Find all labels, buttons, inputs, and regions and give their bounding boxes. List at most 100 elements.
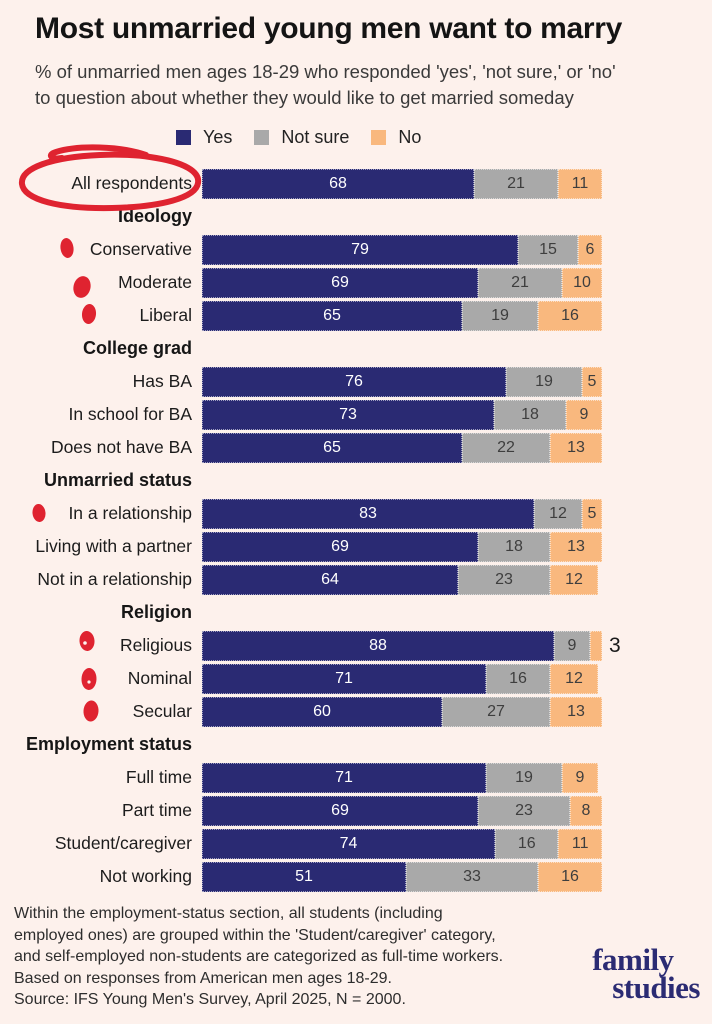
- stacked-bar-chart: All respondents 68 21 11 Ideology Conservativ…: [0, 167, 712, 893]
- bar-segment-not-sure: 15: [518, 234, 578, 265]
- bar-segment-not-sure: 22: [462, 432, 550, 463]
- bar-segment-yes: 83: [202, 498, 534, 529]
- bar-row: Has BA 76 19 5: [0, 365, 712, 398]
- stacked-bar: 74 16 11: [202, 828, 602, 859]
- legend-swatch-icon: [254, 130, 270, 145]
- bar-row-label: In school for BA: [68, 404, 192, 424]
- bar-segment-not-sure: 33: [406, 861, 538, 892]
- bar-segment-no: 12: [550, 564, 598, 595]
- bar-segment-no: 9: [566, 399, 602, 430]
- footnote-line: employed ones) are grouped within the 'S…: [14, 926, 496, 944]
- section-header: College grad: [0, 332, 712, 365]
- bar-row: Living with a partner 69 18 13: [0, 530, 712, 563]
- bar-row-label: Moderate: [118, 272, 192, 292]
- chart-subtitle-line: % of unmarried men ages 18-29 who respon…: [35, 61, 616, 82]
- section-header-label: College grad: [82, 338, 192, 358]
- bar-segment-yes: 68: [202, 168, 474, 199]
- bar-segment-not-sure: 23: [458, 564, 550, 595]
- legend-swatch-icon: [176, 130, 191, 145]
- bar-segment-yes: 71: [202, 663, 486, 694]
- bar-segment-not-sure: 21: [478, 267, 562, 298]
- bar-segment-not-sure: 19: [486, 762, 562, 793]
- bar-segment-no: 6: [578, 234, 602, 265]
- chart-title: Most unmarried young men want to marry: [35, 12, 623, 45]
- bar-row: Student/caregiver 74 16 11: [0, 827, 712, 860]
- bar-row-label: Secular: [132, 701, 192, 721]
- bar-segment-not-sure: 21: [474, 168, 558, 199]
- bar-segment-yes: 88: [202, 630, 554, 661]
- bar-segment-not-sure: 12: [534, 498, 582, 529]
- bar-segment-not-sure: 27: [442, 696, 550, 727]
- bar-segment-no: 9: [562, 762, 598, 793]
- logo-word-family: family: [592, 942, 674, 977]
- bar-row-label: Full time: [125, 767, 192, 787]
- bar-row-label: Living with a partner: [35, 536, 192, 556]
- bar-row: Nominal 71 16 12: [0, 662, 712, 695]
- bar-row: Conservative 79 15 6: [0, 233, 712, 266]
- legend: Yes Not sure No: [176, 127, 421, 148]
- footnote-line: Source: IFS Young Men's Survey, April 20…: [14, 991, 406, 1008]
- footnote: Within the employment-status section, al…: [14, 903, 503, 1011]
- bar-segment-not-sure: 18: [478, 531, 550, 562]
- bar-row: Religious 88 9 3: [0, 629, 712, 662]
- section-header: Ideology: [0, 200, 712, 233]
- legend-label: No: [398, 127, 422, 147]
- bar-row: In school for BA 73 18 9: [0, 398, 712, 431]
- bar-segment-not-sure: 19: [462, 300, 538, 331]
- chart-subtitle: % of unmarried men ages 18-29 who respon…: [35, 59, 616, 111]
- family-studies-logo: family studies: [592, 942, 700, 1005]
- bar-row-label: Nominal: [127, 668, 192, 688]
- stacked-bar: 51 33 16: [202, 861, 602, 892]
- bar-segment-no: 13: [550, 531, 602, 562]
- stacked-bar: 65 22 13: [202, 432, 602, 463]
- stacked-bar: 68 21 11: [202, 168, 602, 199]
- stacked-bar: 69 21 10: [202, 267, 602, 298]
- stacked-bar: 69 23 8: [202, 795, 602, 826]
- bar-row-label: Liberal: [139, 305, 192, 325]
- bar-row-label: Not working: [99, 866, 192, 886]
- bar-segment-no: 16: [538, 861, 602, 892]
- bar-segment-yes: 60: [202, 696, 442, 727]
- bar-row-label: Does not have BA: [50, 437, 192, 457]
- stacked-bar: 73 18 9: [202, 399, 602, 430]
- bar-segment-not-sure: 19: [506, 366, 582, 397]
- section-header-label: Ideology: [117, 206, 192, 226]
- stacked-bar: 60 27 13: [202, 696, 602, 727]
- bar-row: Moderate 69 21 10: [0, 266, 712, 299]
- bar-row-label: All respondents: [71, 173, 192, 193]
- bar-row: Not in a relationship 64 23 12: [0, 563, 712, 596]
- bar-segment-no: 12: [550, 663, 598, 694]
- stacked-bar: 65 19 16: [202, 300, 602, 331]
- bar-segment-no: 16: [538, 300, 602, 331]
- bar-segment-no: 11: [558, 168, 602, 199]
- bar-segment-yes: 69: [202, 531, 478, 562]
- bar-row-label: Part time: [121, 800, 192, 820]
- footnote-line: Within the employment-status section, al…: [14, 905, 443, 922]
- red-circle-annotation-squiggle: [47, 144, 149, 162]
- legend-label: Yes: [203, 127, 233, 147]
- logo-word-studies: studies: [612, 970, 700, 1005]
- bar-segment-no: 5: [582, 498, 602, 529]
- chart-subtitle-line: to question about whether they would lik…: [35, 87, 574, 108]
- bar-value-outside-label: 3: [609, 633, 621, 657]
- bar-row: Full time 71 19 9: [0, 761, 712, 794]
- bar-segment-yes: 76: [202, 366, 506, 397]
- legend-label: Not sure: [281, 127, 350, 147]
- bar-segment-yes: 65: [202, 432, 462, 463]
- bar-row: Liberal 65 19 16: [0, 299, 712, 332]
- footnote-line: and self-employed non-students are categ…: [14, 948, 504, 965]
- bar-segment-not-sure: 9: [554, 630, 590, 661]
- stacked-bar: 64 23 12: [202, 564, 602, 595]
- stacked-bar: 79 15 6: [202, 234, 602, 265]
- bar-row: Not working 51 33 16: [0, 860, 712, 893]
- section-header-label: Religion: [121, 602, 192, 622]
- bar-segment-no: 13: [550, 432, 602, 463]
- bar-row-label: Student/caregiver: [54, 833, 192, 853]
- bar-segment-not-sure: 23: [478, 795, 570, 826]
- stacked-bar: 71 19 9: [202, 762, 602, 793]
- legend-item-no: No: [371, 127, 421, 148]
- bar-row-label: Conservative: [89, 239, 192, 259]
- bar-segment-no: [590, 630, 602, 661]
- bar-row: In a relationship 83 12 5: [0, 497, 712, 530]
